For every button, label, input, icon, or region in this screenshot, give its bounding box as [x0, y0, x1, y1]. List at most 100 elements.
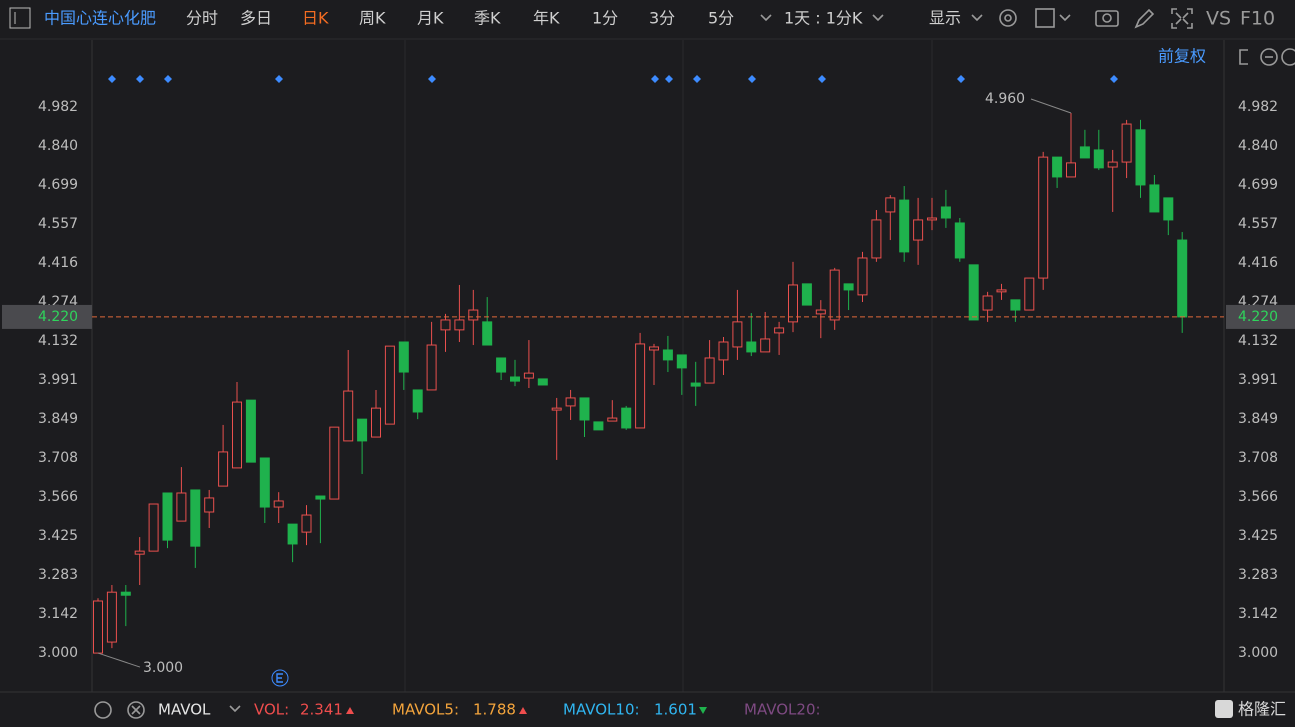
- candle-body: [134, 550, 145, 555]
- ex-dividend-letter: [276, 673, 283, 683]
- period-tab[interactable]: 3分: [649, 9, 675, 28]
- zoom-in-icon[interactable]: [1281, 48, 1295, 66]
- period-tab[interactable]: 分时: [186, 9, 218, 28]
- y-tick-label: 4.557: [38, 216, 78, 232]
- more-chevron[interactable]: [760, 14, 772, 22]
- candle-body: [357, 418, 368, 442]
- f10-button[interactable]: F10: [1240, 8, 1275, 30]
- layout-icon[interactable]: [1035, 8, 1055, 28]
- y-tick-label-right: 3.708: [1238, 450, 1278, 466]
- candle-body: [718, 341, 729, 361]
- zoom-out-icon[interactable]: [1260, 48, 1278, 66]
- candle-body: [329, 426, 340, 500]
- period-tab[interactable]: 月K: [417, 9, 444, 28]
- candle-body: [426, 344, 437, 391]
- period-tab[interactable]: 季K: [474, 9, 501, 28]
- indicator-label: MAVOL20:: [744, 701, 821, 719]
- last-price-label: 4.220: [38, 309, 78, 325]
- event-marker[interactable]: [164, 75, 172, 83]
- candle-body: [176, 492, 187, 522]
- candle-body: [440, 319, 451, 331]
- y-tick-label: 3.000: [38, 645, 78, 661]
- candle-body: [412, 389, 423, 413]
- candle-body: [371, 407, 381, 438]
- candle-body: [801, 283, 812, 306]
- event-marker[interactable]: [428, 75, 436, 83]
- candle-body: [343, 390, 354, 442]
- vs-button[interactable]: VS: [1206, 8, 1231, 30]
- candle-body: [93, 600, 103, 654]
- camera-icon[interactable]: [1095, 10, 1119, 27]
- draw-icon[interactable]: [1134, 8, 1155, 29]
- indicator-name[interactable]: MAVOL: [158, 701, 211, 719]
- y-tick-label: 4.840: [38, 138, 78, 154]
- period-tab[interactable]: 多日: [240, 9, 272, 28]
- period-tab-active[interactable]: 日K: [302, 9, 329, 28]
- indicator-close[interactable]: [127, 701, 145, 719]
- period-tab[interactable]: 1分: [592, 9, 618, 28]
- high-leader: [1030, 98, 1072, 114]
- logo: 格隆汇: [1238, 700, 1286, 719]
- candle-body: [1163, 197, 1174, 221]
- event-marker[interactable]: [651, 75, 659, 83]
- candle-body: [1010, 299, 1021, 311]
- event-marker[interactable]: [957, 75, 965, 83]
- event-marker[interactable]: [748, 75, 756, 83]
- y-tick-label-right: 3.142: [1238, 606, 1278, 622]
- candle-body: [245, 399, 256, 463]
- y-tick-label-right: 4.132: [1238, 333, 1278, 349]
- low-annotation: 3.000: [143, 660, 183, 676]
- y-tick-label: 3.142: [38, 606, 78, 622]
- indicator-settings[interactable]: [94, 701, 112, 719]
- indicator-close-x: [131, 705, 141, 715]
- candle-body: [551, 407, 562, 411]
- y-tick-label-right: 3.283: [1238, 567, 1278, 583]
- y-tick-label-right: 4.557: [1238, 216, 1278, 232]
- display-menu[interactable]: 显示: [929, 9, 961, 28]
- y-tick-label: 4.982: [38, 99, 78, 115]
- menu-icon[interactable]: [9, 7, 31, 29]
- last-price-box: [2, 304, 92, 329]
- reset-icon[interactable]: [1239, 49, 1248, 65]
- period-tab[interactable]: 周K: [359, 9, 386, 28]
- event-markers: [108, 75, 1118, 83]
- interval-select[interactable]: 1天 : 1分K: [784, 9, 863, 28]
- event-marker[interactable]: [665, 75, 673, 83]
- event-marker[interactable]: [818, 75, 826, 83]
- event-marker[interactable]: [1110, 75, 1118, 83]
- settings-icon[interactable]: [999, 9, 1017, 27]
- candle-body: [662, 349, 673, 361]
- candle-body: [106, 591, 117, 643]
- fullscreen-icon[interactable]: [1171, 8, 1193, 29]
- event-marker[interactable]: [693, 75, 701, 83]
- stock-name[interactable]: 中国心连心化肥: [44, 9, 156, 28]
- candle-body: [454, 319, 465, 331]
- event-marker[interactable]: [136, 75, 144, 83]
- y-tick-label: 3.849: [38, 411, 78, 427]
- down-arrow: [699, 707, 707, 714]
- indicator-chevron: [229, 705, 241, 713]
- candle-body: [120, 591, 131, 596]
- ex-dividend-icon[interactable]: [271, 669, 289, 687]
- event-marker[interactable]: [275, 75, 283, 83]
- candle-body: [1093, 149, 1104, 169]
- up-arrow: [519, 707, 527, 714]
- candle-body: [788, 284, 798, 323]
- period-tab[interactable]: 年K: [533, 9, 560, 28]
- candle-body: [843, 283, 854, 291]
- y-tick-label: 3.991: [38, 372, 78, 388]
- up-arrow: [346, 707, 354, 714]
- event-marker[interactable]: [108, 75, 116, 83]
- settings-icon-core: [1004, 14, 1012, 22]
- candle-body: [746, 341, 757, 353]
- indicator-label: VOL:: [254, 701, 289, 719]
- period-tab[interactable]: 5分: [708, 9, 734, 28]
- candle-body: [649, 346, 659, 351]
- camera-lens: [1102, 13, 1112, 23]
- candle-body: [1177, 239, 1188, 318]
- last-price-box: [1226, 304, 1295, 329]
- layout-chevron: [1059, 14, 1071, 22]
- adjust-button[interactable]: 前复权: [1158, 47, 1206, 66]
